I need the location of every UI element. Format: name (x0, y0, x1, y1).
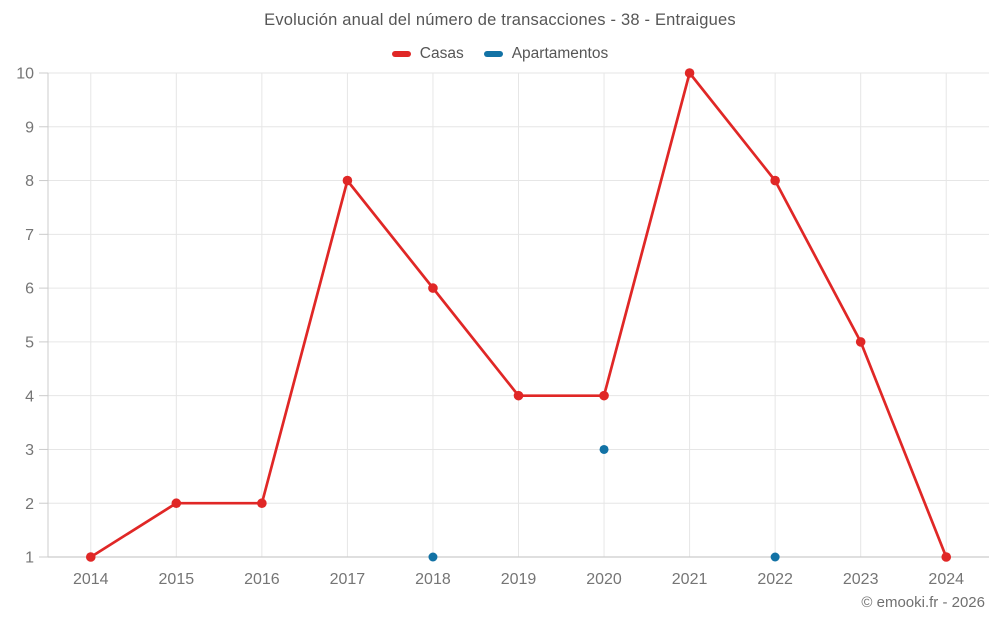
x-tick-label: 2019 (501, 571, 537, 588)
point-apartamentos-2022[interactable] (770, 552, 780, 562)
point-apartamentos-2020[interactable] (599, 444, 609, 454)
gridlines: 1 2 3 4 5 6 7 8 9 10 (16, 66, 989, 567)
point-casas-2020[interactable] (599, 390, 609, 401)
x-tick-label: 2023 (843, 571, 879, 588)
copyright-footer: © emooki.fr - 2026 (861, 594, 985, 611)
point-casas-2019[interactable] (513, 390, 524, 401)
point-casas-2016[interactable] (257, 498, 267, 509)
x-tick-label: 2017 (330, 571, 366, 588)
legend-swatch-casas-icon (391, 51, 411, 57)
point-casas-2015[interactable] (171, 498, 182, 509)
point-casas-2021[interactable] (684, 68, 695, 78)
legend-label-apartamentos: Apartamentos (511, 45, 609, 62)
y-tick-label: 1 (25, 550, 34, 567)
y-tick-label: 4 (25, 388, 34, 405)
legend-swatch-apartamentos-icon (483, 51, 503, 57)
legend-item-casas[interactable]: Casas (391, 45, 464, 63)
y-tick-label: 3 (25, 442, 34, 459)
x-tick-label: 2022 (757, 571, 793, 588)
x-tick-label: 2015 (159, 571, 195, 588)
y-tick-label: 8 (25, 173, 34, 190)
legend: Casas Apartamentos (0, 45, 1000, 63)
legend-label-casas: Casas (419, 45, 464, 62)
y-tick-label: 7 (25, 227, 34, 244)
point-casas-2024[interactable] (941, 552, 952, 562)
x-tick-label: 2024 (928, 571, 964, 588)
y-tick-label: 6 (25, 281, 34, 298)
y-tick-label: 2 (25, 496, 34, 513)
point-apartamentos-2018[interactable] (428, 552, 438, 562)
point-casas-2017[interactable] (342, 175, 353, 186)
y-tick-label: 10 (16, 66, 34, 83)
point-casas-2022[interactable] (770, 175, 780, 186)
chart-title: Evolución anual del número de transaccio… (264, 11, 736, 29)
point-casas-2014[interactable] (85, 552, 96, 562)
y-tick-label: 5 (25, 334, 34, 351)
x-tick-label: 2020 (586, 571, 622, 588)
y-tick-label: 9 (25, 119, 34, 136)
legend-item-apartamentos[interactable]: Apartamentos (483, 45, 609, 63)
x-tick-label: 2018 (415, 571, 451, 588)
point-casas-2018[interactable] (428, 283, 438, 293)
x-tick-label: 2014 (73, 571, 109, 588)
x-tick-label: 2016 (244, 571, 280, 588)
x-tick-label: 2021 (672, 571, 708, 588)
point-casas-2023[interactable] (855, 337, 866, 347)
